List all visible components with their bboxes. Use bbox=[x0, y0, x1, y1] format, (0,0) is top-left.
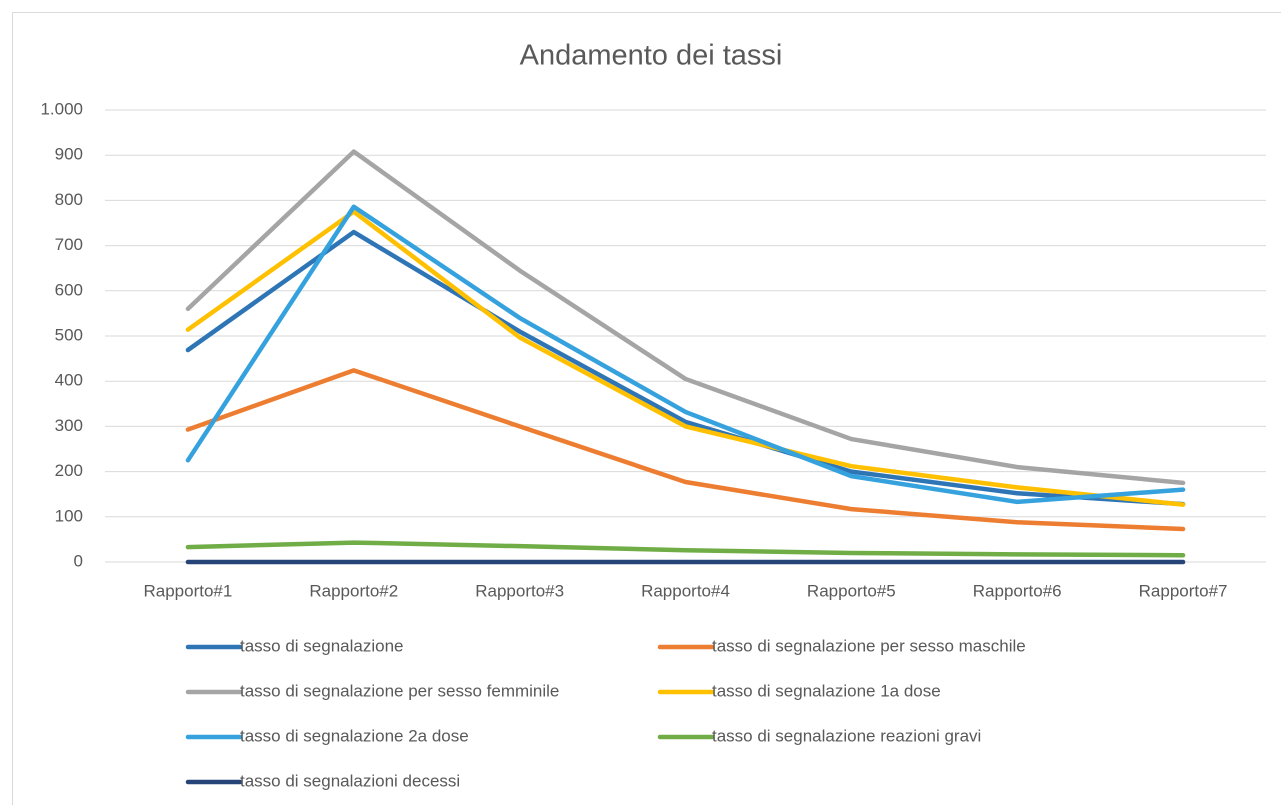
legend-label: tasso di segnalazione bbox=[240, 636, 404, 655]
x-tick-label: Rapporto#1 bbox=[144, 581, 233, 600]
series-line bbox=[185, 204, 1186, 505]
y-tick-label: 700 bbox=[55, 235, 83, 254]
y-tick-label: 500 bbox=[55, 325, 83, 344]
legend-label: tasso di segnalazione per sesso maschile bbox=[712, 636, 1026, 655]
chart-title: Andamento dei tassi bbox=[520, 40, 783, 72]
chart-border bbox=[12, 12, 1281, 805]
series-line bbox=[185, 368, 1186, 532]
y-tick-label: 200 bbox=[55, 461, 83, 480]
y-tick-label: 300 bbox=[55, 416, 83, 435]
legend-label: tasso di segnalazione 2a dose bbox=[240, 726, 469, 745]
y-tick-label: 400 bbox=[55, 371, 83, 390]
legend-label: tasso di segnalazioni decessi bbox=[240, 771, 460, 790]
x-tick-label: Rapporto#5 bbox=[807, 581, 896, 600]
y-tick-label: 0 bbox=[74, 551, 83, 570]
series-line bbox=[185, 209, 1186, 507]
y-tick-label: 100 bbox=[55, 506, 83, 525]
legend-label: tasso di segnalazione reazioni gravi bbox=[712, 726, 981, 745]
y-tick-label: 600 bbox=[55, 280, 83, 299]
y-tick-label: 1.000 bbox=[40, 99, 83, 118]
series-line bbox=[185, 229, 1186, 507]
series-line bbox=[185, 540, 1186, 558]
x-tick-label: Rapporto#7 bbox=[1139, 581, 1228, 600]
legend-label: tasso di segnalazione 1a dose bbox=[712, 681, 941, 700]
y-tick-label: 800 bbox=[55, 190, 83, 209]
legend-label: tasso di segnalazione per sesso femminil… bbox=[240, 681, 559, 700]
x-tick-label: Rapporto#3 bbox=[475, 581, 564, 600]
x-tick-label: Rapporto#4 bbox=[641, 581, 730, 600]
series-line bbox=[185, 149, 1186, 486]
x-tick-label: Rapporto#2 bbox=[309, 581, 398, 600]
x-tick-label: Rapporto#6 bbox=[973, 581, 1062, 600]
y-tick-label: 900 bbox=[55, 145, 83, 164]
